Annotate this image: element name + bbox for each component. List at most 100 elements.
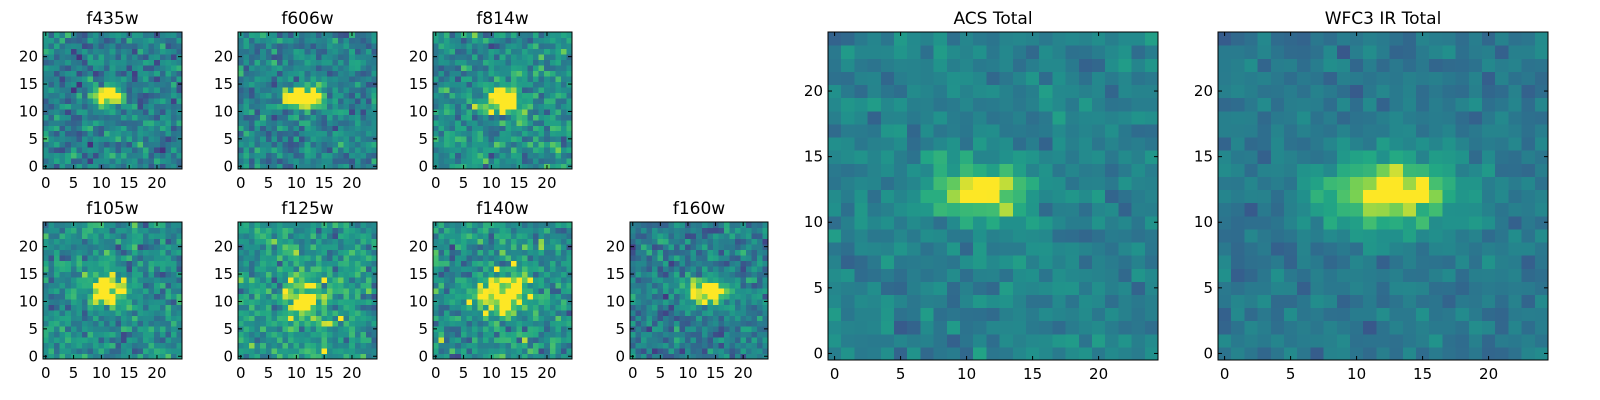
heatmap-cell [696,320,703,327]
heatmap-cell [1065,241,1080,256]
heatmap-cell [365,320,373,327]
heatmap-cell [466,304,473,311]
heatmap-cell [238,254,245,261]
heatmap-cell [488,125,495,132]
heatmap-cell [304,92,311,99]
heatmap-cell [332,348,339,355]
heatmap-cell [170,331,178,338]
heatmap-cell [549,304,556,311]
heatmap-cell [455,348,462,355]
heatmap-cell [154,331,161,338]
heatmap-cell [243,265,250,272]
heatmap-cell [43,331,50,338]
heatmap-cell [310,320,317,327]
heatmap-cell [365,158,373,165]
heatmap-cell [549,97,556,104]
heatmap-cell [115,152,122,159]
heatmap-cell [98,243,105,250]
heatmap-cell [131,227,139,234]
heatmap-cell [148,320,155,327]
heatmap-cell [76,141,83,148]
heatmap-cell [444,293,451,300]
heatmap-cell [516,136,523,143]
heatmap-cell [499,326,506,333]
heatmap-cell [712,309,719,316]
heatmap-cell [315,130,322,137]
heatmap-cell [276,315,284,322]
heatmap-cell [154,287,161,294]
heatmap-cell [165,81,172,88]
heatmap-cell [76,75,83,82]
heatmap-cell [466,97,473,104]
heatmap-cell [488,315,495,322]
x-tick-label: 0 [41,174,51,192]
heatmap-cell [343,136,350,143]
heatmap-cell [566,260,573,267]
heatmap-cell [70,315,77,322]
heatmap-cell [371,282,378,289]
heatmap-cell [510,136,517,143]
heatmap-cell [533,249,540,256]
heatmap-cell [349,136,356,143]
heatmap-cell [254,103,261,110]
heatmap-cell [652,304,659,311]
y-tick-label: 10 [214,292,233,310]
heatmap-cell [544,342,551,349]
heatmap-cell [326,59,334,66]
heatmap-cell [315,59,322,66]
heatmap-cell [521,331,529,338]
heatmap-cell [510,243,517,250]
heatmap-cell [159,293,166,300]
heatmap-cell [48,331,55,338]
heatmap-cell [460,298,467,305]
heatmap-cell [477,238,484,245]
heatmap-cell [533,37,540,44]
heatmap-cell [438,326,445,333]
heatmap-cell [59,309,66,316]
heatmap-cell [310,103,317,110]
heatmap-cell [254,141,261,148]
heatmap-cell [449,320,456,327]
heatmap-cell [93,147,100,154]
heatmap-cell [249,337,256,344]
heatmap-cell [533,75,540,82]
heatmap-cell [544,103,551,110]
heatmap-cell [701,304,708,311]
panel-title: f160w [673,199,725,219]
heatmap-cell [1144,255,1159,269]
y-tick-label: 20 [409,48,428,66]
heatmap-cell [293,227,300,234]
heatmap-cell [115,353,122,360]
heatmap-cell [499,108,506,115]
heatmap-cell [87,298,94,305]
heatmap-cell [466,119,473,126]
heatmap-cell [321,103,328,110]
heatmap-cell [243,298,250,305]
heatmap-cell [360,353,367,360]
heatmap-cell [120,348,127,355]
heatmap-cell [449,119,456,126]
heatmap-cell [304,348,311,355]
heatmap-cell [81,114,89,121]
heatmap-cell [723,337,730,344]
heatmap-cell [43,348,50,355]
heatmap-cell [65,260,72,267]
heatmap-cell [455,81,462,88]
heatmap-cell [560,108,568,115]
heatmap-cell [466,42,473,50]
heatmap-cell [549,315,556,322]
heatmap-cell [299,282,306,289]
heatmap-cell [1039,346,1053,361]
heatmap-cell [271,141,278,148]
heatmap-cell [946,333,961,348]
heatmap-cell [449,260,456,267]
heatmap-cell [131,75,139,82]
heatmap-cell [131,86,139,93]
heatmap-cell [538,326,545,333]
heatmap-cell [477,53,484,60]
heatmap-cell [93,158,100,165]
heatmap-cell [98,293,105,300]
heatmap-cell [104,141,111,148]
heatmap-cell [510,130,517,137]
